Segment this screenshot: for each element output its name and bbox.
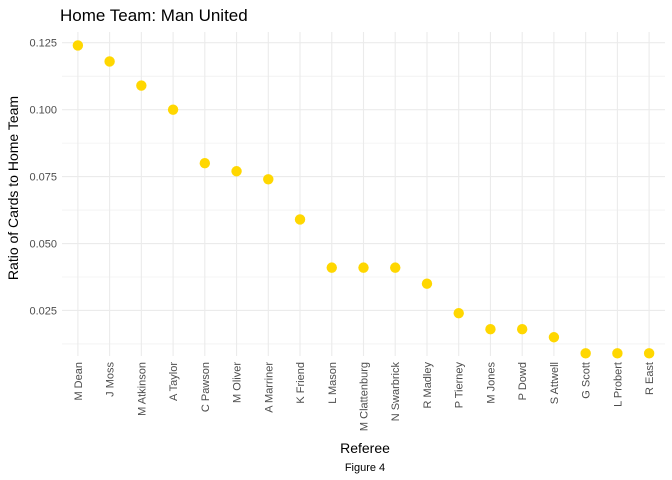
- x-tick-label: M Dean: [73, 362, 85, 401]
- data-point: [199, 158, 211, 169]
- data-point: [167, 104, 179, 115]
- x-tick-label: M Clattenburg: [359, 362, 371, 431]
- x-tick-label: C Pawson: [200, 362, 212, 412]
- x-tick-label: R East: [644, 362, 656, 395]
- x-tick-label: N Swarbrick: [390, 362, 402, 422]
- y-tick-label: 0.050: [29, 239, 57, 251]
- chart-title: Home Team: Man United: [60, 6, 248, 25]
- data-point: [485, 324, 496, 335]
- y-tick-label: 0.100: [29, 105, 57, 117]
- data-point: [358, 262, 369, 273]
- data-point: [580, 348, 591, 359]
- x-tick-label: L Mason: [327, 362, 339, 404]
- data-point: [643, 348, 655, 359]
- x-tick-label: A Taylor: [168, 362, 180, 401]
- data-point: [390, 262, 401, 273]
- y-tick-label: 0.075: [29, 172, 57, 184]
- data-point: [421, 278, 433, 289]
- y-tick-label: 0.025: [29, 305, 57, 317]
- data-point: [72, 40, 84, 51]
- x-tick-label: M Atkinson: [136, 362, 148, 416]
- data-point: [104, 56, 115, 67]
- x-tick-label: P Dowd: [517, 362, 529, 400]
- x-tick-label: L Probert: [612, 362, 624, 407]
- data-point: [231, 166, 242, 177]
- x-tick-label: M Jones: [485, 362, 497, 404]
- x-tick-label: M Oliver: [232, 362, 244, 403]
- data-point: [453, 307, 464, 319]
- data-point: [294, 214, 306, 225]
- data-point: [136, 80, 147, 91]
- y-axis-ticks: 0.025 0.050 0.075 0.100 0.125: [29, 38, 57, 318]
- data-point: [263, 174, 274, 185]
- x-tick-label: A Marriner: [263, 362, 275, 413]
- y-axis-title: Ratio of Cards to Home Team: [5, 96, 21, 280]
- x-tick-label: G Scott: [581, 362, 593, 399]
- data-point: [548, 332, 560, 343]
- x-tick-label: S Attwell: [549, 362, 561, 404]
- grid-layer: [62, 32, 665, 356]
- x-tick-label: R Madley: [422, 362, 434, 409]
- x-tick-label: J Moss: [105, 362, 117, 397]
- y-tick-label: 0.125: [29, 38, 57, 50]
- data-point: [516, 324, 528, 335]
- data-point: [326, 262, 337, 273]
- x-axis-title: Referee: [340, 440, 390, 456]
- x-tick-label: K Friend: [295, 362, 307, 404]
- x-axis-ticks: M Dean J Moss M Atkinson A Taylor C Pawson M …: [73, 362, 656, 432]
- data-point: [612, 348, 623, 359]
- x-tick-label: P Tierney: [454, 362, 466, 409]
- data-points: [72, 40, 655, 359]
- figure-caption: Figure 4: [345, 462, 385, 474]
